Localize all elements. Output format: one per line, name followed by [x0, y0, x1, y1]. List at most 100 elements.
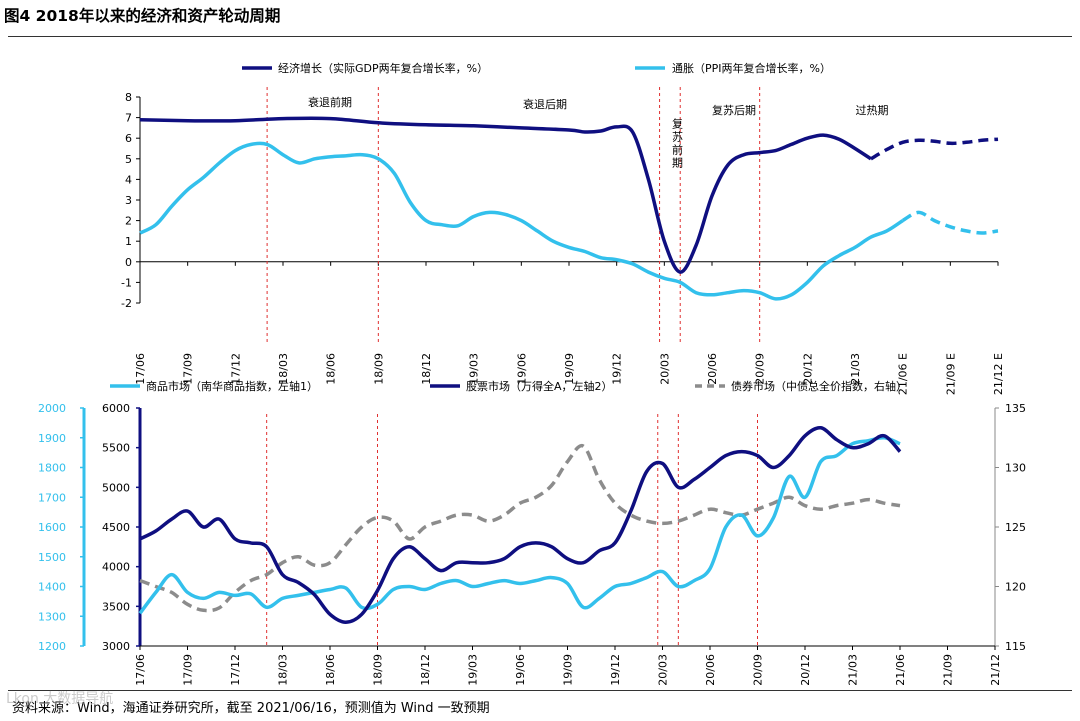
bottom-x-tick-label: 18/06 — [324, 654, 337, 686]
bottom-x-tick-label: 20/12 — [799, 654, 812, 686]
legend-label-bond: 债券市场（中债总全价指数，右轴） — [731, 379, 907, 393]
legend-label-ppi: 通胀（PPI两年复合增长率，%） — [672, 61, 831, 75]
top-phase-lines — [266, 87, 761, 343]
bottom-chart: 商品市场（南华商品指数，左轴1） 股票市场（万得全A，左轴2） 债券市场（中债总… — [38, 379, 1026, 686]
bottom-x-tick-label: 19/12 — [609, 654, 622, 686]
left-axis-2-tick-label: 6000 — [102, 402, 130, 415]
ppi-inflation-forecast-line — [901, 210, 999, 235]
left-axis-2-tick-label: 3000 — [102, 640, 130, 653]
commodity-index-line — [138, 435, 901, 615]
source-divider — [8, 690, 1072, 691]
top-y-tick-label: -1 — [121, 276, 132, 289]
top-x-tick-label: 20/09 — [754, 353, 767, 385]
bottom-x-tick-label: 20/06 — [704, 654, 717, 686]
top-y-tick-label: 7 — [125, 112, 132, 125]
top-series — [139, 116, 999, 301]
top-legend: 经济增长（实际GDP两年复合增长率，%） 通胀（PPI两年复合增长率，%） — [242, 61, 831, 75]
top-x-tick-label: 19/03 — [468, 353, 481, 385]
stock-index-line — [139, 426, 902, 624]
top-y-tick-label: 8 — [125, 91, 132, 104]
top-x-tick-label: 19/09 — [563, 353, 576, 385]
left-axis-1-tick-label: 1800 — [38, 462, 66, 475]
bottom-legend: 商品市场（南华商品指数，左轴1） 股票市场（万得全A，左轴2） 债券市场（中债总… — [110, 379, 907, 393]
bottom-x-tick-label: 18/12 — [419, 654, 432, 686]
bottom-series — [138, 426, 902, 624]
phase-label-overheat: 过热期 — [856, 104, 889, 117]
top-x-tick-label: 21/06 E — [897, 353, 910, 395]
left-axis-1-tick-label: 2000 — [38, 402, 66, 415]
figure-title-bar — [8, 6, 1072, 37]
legend-label-gdp: 经济增长（实际GDP两年复合增长率，%） — [278, 61, 488, 75]
top-y-tick-label: 5 — [125, 153, 132, 166]
top-x-tick-label: 17/12 — [229, 353, 242, 385]
watermark: Lkon 大数据导航 — [6, 691, 114, 707]
top-x-tick-label: 20/03 — [658, 353, 671, 385]
left-axis-1-tick-label: 1500 — [38, 551, 66, 564]
top-x-tick-label: 18/03 — [277, 353, 290, 385]
top-x-tick-label: 21/03 — [849, 353, 862, 385]
top-axes: 8 7 6 5 4 3 2 1 0 -1 -2 17/06 17/09 17/12 18/03 18/06 18… — [121, 91, 1005, 395]
bottom-x-tick-label: 18/03 — [277, 654, 290, 686]
bottom-x-tick-label: 19/09 — [562, 654, 575, 686]
source-note: 资料来源：Wind，海通证券研究所，截至 2021/06/16，预测值为 Win… — [12, 701, 490, 716]
top-x-tick-label: 20/12 — [801, 353, 814, 385]
top-x-tick-label: 18/06 — [325, 353, 338, 385]
legend-label-stock: 股票市场（万得全A，左轴2） — [466, 379, 613, 393]
left-axis-1-tick-label: 1200 — [38, 640, 66, 653]
phase-label-recovery-early: 复苏前期 — [671, 117, 684, 170]
left-axis-1-tick-label: 1700 — [38, 491, 66, 504]
gdp-growth-line — [139, 116, 872, 274]
bottom-x-tick-label: 20/03 — [657, 654, 670, 686]
left-axis-2-tick-label: 5000 — [102, 481, 130, 494]
top-x-tick-label: 19/06 — [515, 353, 528, 385]
top-x-tick-label: 17/09 — [182, 353, 195, 385]
top-phase-labels: 衰退前期 衰退后期 复苏后期 过热期 复苏前期 — [308, 95, 889, 170]
top-y-tick-label: 0 — [125, 256, 132, 269]
left-axis-2-tick-label: 4000 — [102, 561, 130, 574]
top-x-tick-label: 18/09 — [372, 353, 385, 385]
top-x-tick-label: 18/12 — [420, 353, 433, 385]
left-axis-1-tick-label: 1600 — [38, 521, 66, 534]
top-y-tick-label: 1 — [125, 235, 132, 248]
left-axis-1-tick-label: 1300 — [38, 610, 66, 623]
right-axis-tick-label: 125 — [1005, 521, 1026, 534]
top-x-tick-label: 17/06 — [134, 353, 147, 385]
bottom-x-tick-label: 20/09 — [752, 654, 765, 686]
bottom-x-tick-label: 21/12 — [989, 654, 1002, 686]
bottom-axes: 2000 1900 1800 1700 1600 1500 1400 1300 1200 6000… — [38, 402, 1026, 686]
bottom-x-tick-label: 17/12 — [229, 654, 242, 686]
ppi-inflation-line — [139, 141, 904, 301]
top-x-tick-label: 19/12 — [611, 353, 624, 385]
left-axis-1-tick-label: 1900 — [38, 432, 66, 445]
right-axis-tick-label: 135 — [1005, 402, 1026, 415]
right-axis-tick-label: 130 — [1005, 462, 1026, 475]
top-y-tick-label: 4 — [125, 173, 132, 186]
gdp-growth-forecast-line — [870, 137, 999, 161]
bottom-x-tick-label: 21/09 — [942, 654, 955, 686]
bottom-x-tick-label: 17/06 — [134, 654, 147, 686]
right-axis-tick-label: 115 — [1005, 640, 1026, 653]
bottom-x-tick-label: 17/09 — [182, 654, 195, 686]
figure-title: 图4 2018年以来的经济和资产轮动周期 — [4, 7, 281, 25]
legend-label-commodity: 商品市场（南华商品指数，左轴1） — [146, 379, 318, 393]
left-axis-1-tick-label: 1400 — [38, 581, 66, 594]
right-axis-tick-label: 120 — [1005, 581, 1026, 594]
bottom-x-tick-label: 19/06 — [514, 654, 527, 686]
top-x-tick-label: 21/09 E — [944, 353, 957, 395]
phase-label-recession-late: 衰退后期 — [523, 97, 567, 111]
top-y-tick-label: 3 — [125, 194, 132, 207]
left-axis-2-tick-label: 5500 — [102, 442, 130, 455]
phase-label-recession-early: 衰退前期 — [308, 95, 352, 109]
bottom-x-tick-label: 19/03 — [467, 654, 480, 686]
bottom-x-tick-label: 21/03 — [847, 654, 860, 686]
bottom-x-tick-label: 18/09 — [372, 654, 385, 686]
top-x-tick-label: 20/06 — [706, 353, 719, 385]
left-axis-2-tick-label: 4500 — [102, 521, 130, 534]
left-axis-2-tick-label: 3500 — [102, 600, 130, 613]
phase-label-recovery-late: 复苏后期 — [712, 103, 756, 117]
bottom-x-tick-label: 21/06 — [894, 654, 907, 686]
bottom-phase-lines — [266, 414, 758, 646]
top-chart: 经济增长（实际GDP两年复合增长率，%） 通胀（PPI两年复合增长率，%） 8 7… — [121, 61, 1005, 395]
top-y-tick-label: 6 — [125, 132, 132, 145]
bond-index-line — [139, 443, 901, 613]
